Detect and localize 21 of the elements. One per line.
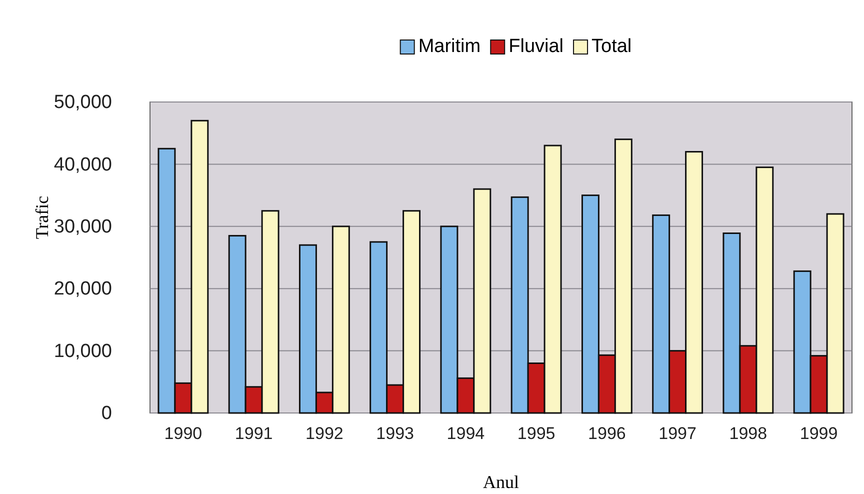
y-tick-label: 20,000: [54, 278, 112, 300]
y-tick-label: 40,000: [54, 154, 112, 176]
x-tick-label: 1995: [517, 424, 556, 444]
y-tick-label: 50,000: [54, 92, 112, 114]
x-tick-label: 1990: [164, 424, 202, 444]
x-tick-label: 1992: [306, 424, 344, 444]
legend-label: Maritim: [418, 36, 481, 57]
x-tick-label: 1993: [376, 424, 414, 444]
x-tick-label: 1994: [446, 424, 485, 444]
x-tick-label: 1991: [234, 424, 273, 444]
x-tick-label: 1999: [800, 424, 838, 444]
legend-label: Fluvial: [508, 36, 564, 57]
x-tick-label: 1996: [588, 424, 626, 444]
y-tick-label: 0: [101, 403, 112, 424]
y-tick-label: 30,000: [54, 216, 112, 238]
y-tick-label: 10,000: [54, 340, 112, 362]
x-tick-label: 1997: [658, 424, 696, 444]
legend-label: Total: [592, 36, 632, 57]
x-tick-label: 1998: [729, 424, 768, 444]
x-axis-title: Anul: [483, 472, 519, 492]
y-axis-title: Trafic: [32, 196, 52, 240]
